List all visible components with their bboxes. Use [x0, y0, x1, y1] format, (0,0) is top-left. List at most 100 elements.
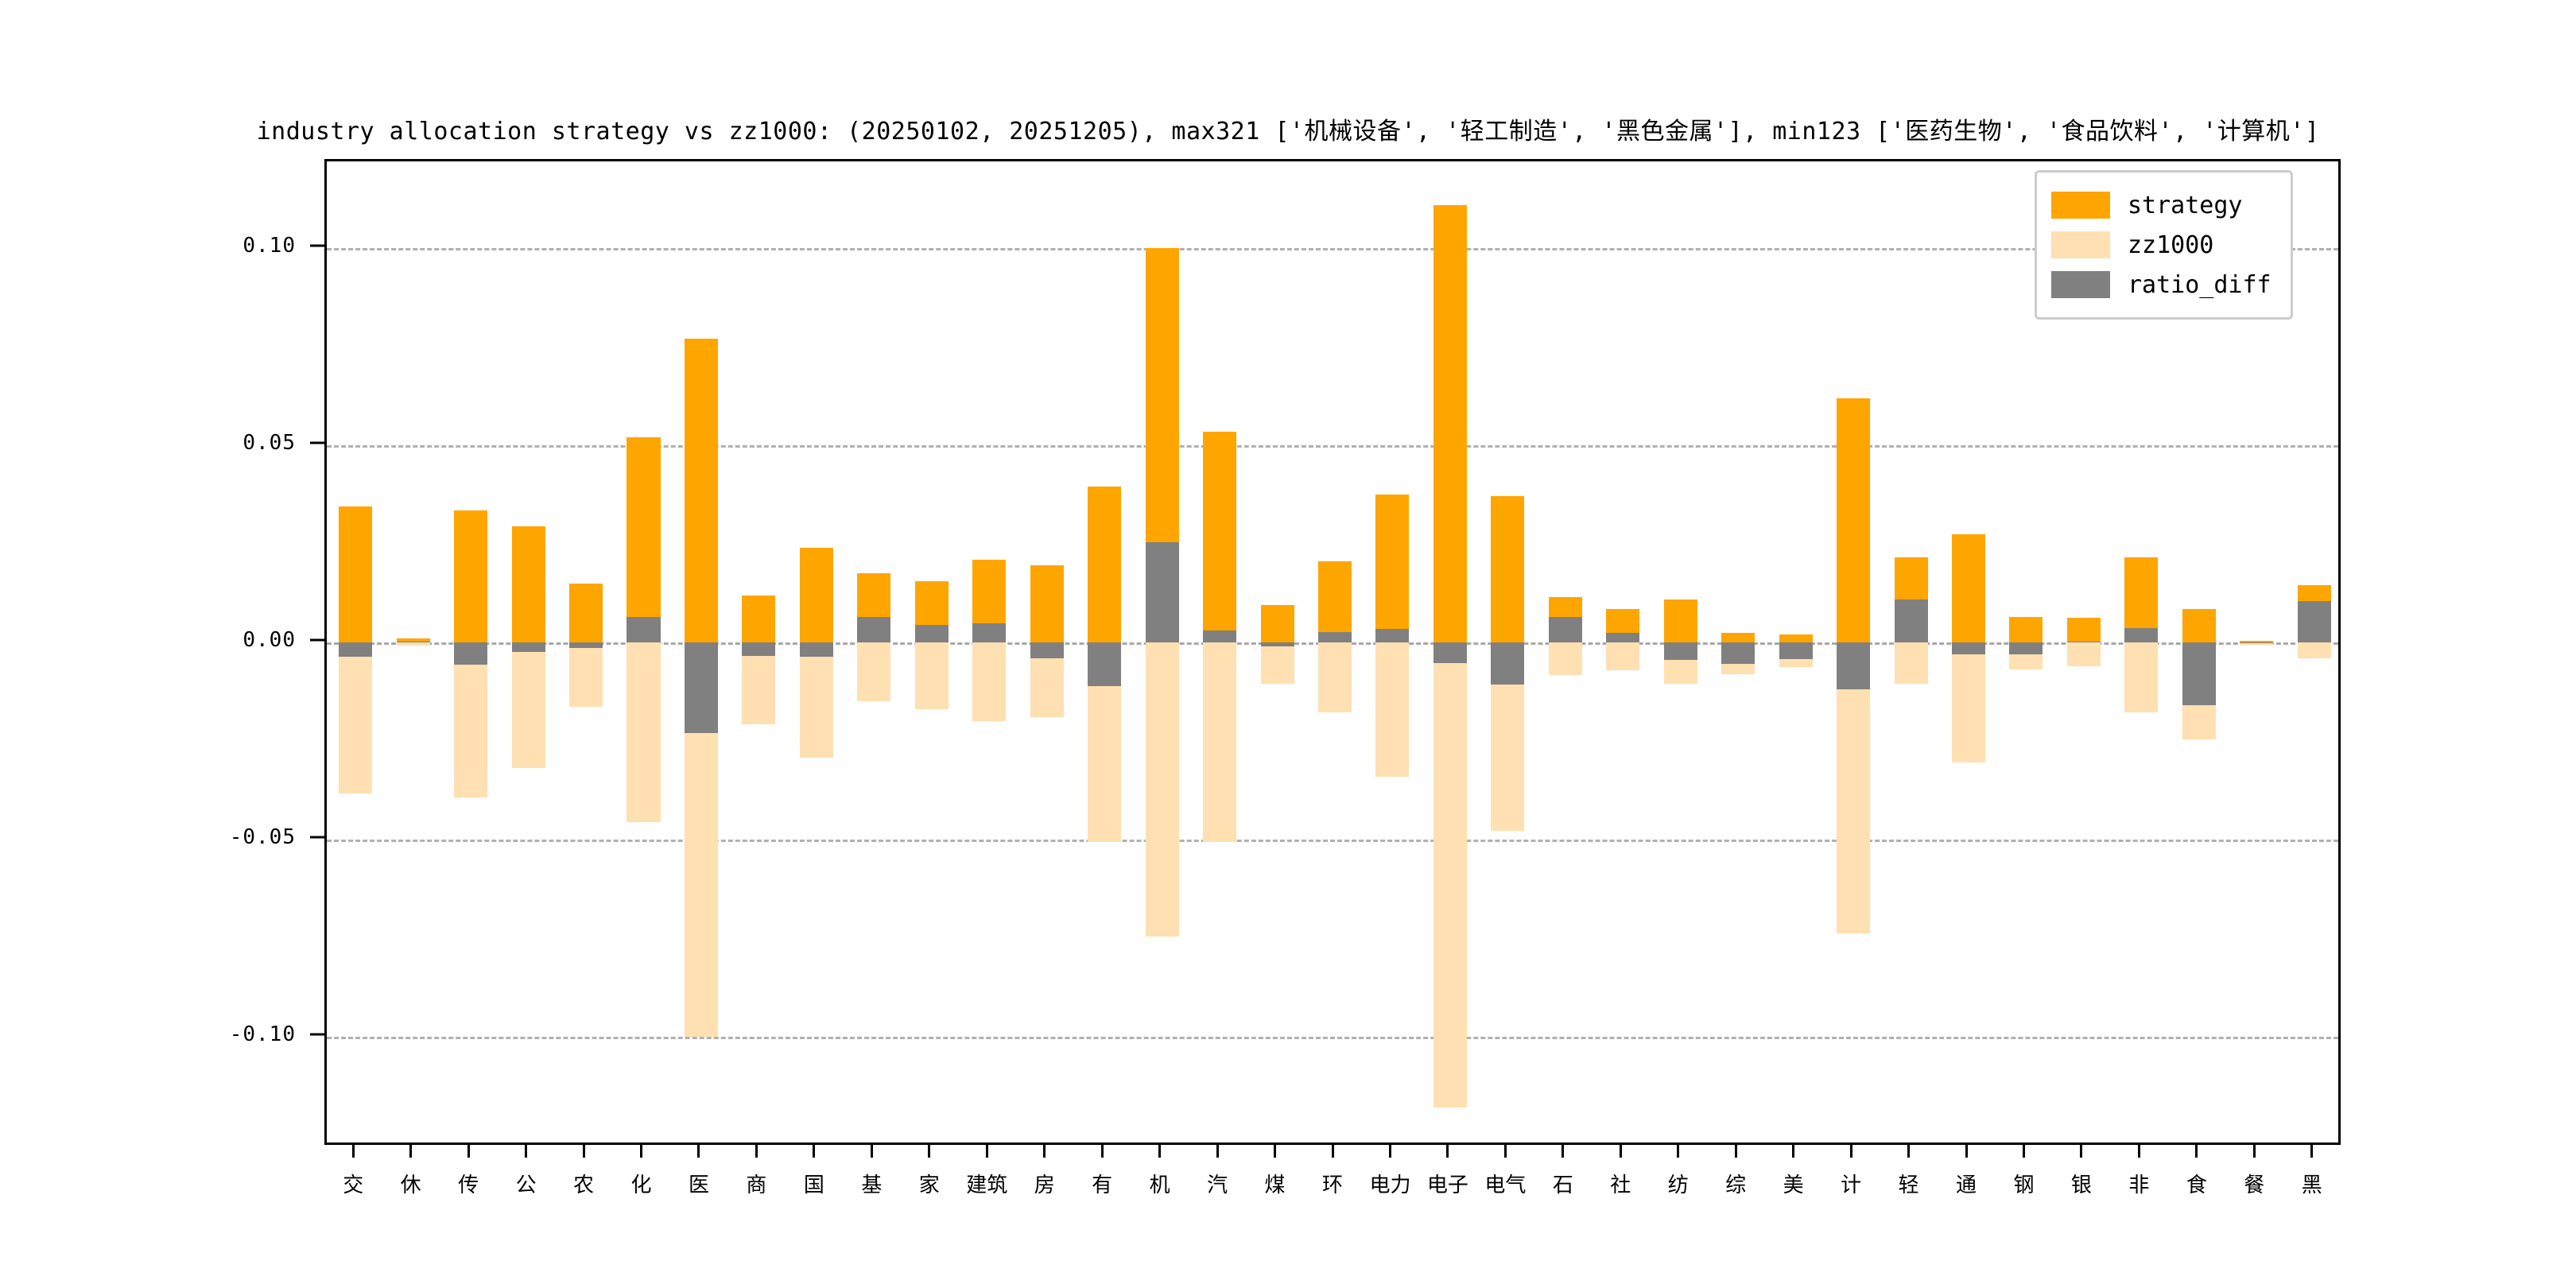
- bar-strategy[interactable]: [1030, 565, 1064, 643]
- bar-ratio-diff[interactable]: [569, 642, 603, 648]
- bar-zz1000[interactable]: [1375, 642, 1410, 777]
- legend-item[interactable]: ratio_diff: [2051, 265, 2271, 305]
- bar-ratio-diff[interactable]: [1548, 616, 1582, 643]
- legend-item[interactable]: zz1000: [2051, 225, 2271, 265]
- bar-zz1000[interactable]: [1203, 642, 1237, 842]
- bar-group[interactable]: [1479, 161, 1536, 1143]
- bar-zz1000[interactable]: [914, 642, 949, 710]
- chart-legend[interactable]: strategy zz1000 ratio_diff: [2035, 170, 2293, 320]
- bar-strategy[interactable]: [2066, 618, 2101, 643]
- bar-group[interactable]: [1882, 161, 1939, 1143]
- bar-strategy[interactable]: [1203, 431, 1237, 643]
- bar-zz1000[interactable]: [1317, 642, 1352, 713]
- bar-ratio-diff[interactable]: [1606, 632, 1640, 643]
- bar-group[interactable]: [673, 161, 730, 1143]
- bar-ratio-diff[interactable]: [1491, 642, 1525, 685]
- bar-strategy[interactable]: [1837, 398, 1871, 643]
- bar-zz1000[interactable]: [1952, 642, 1986, 763]
- bar-ratio-diff[interactable]: [1317, 631, 1352, 643]
- bar-strategy[interactable]: [1663, 599, 1697, 643]
- bar-ratio-diff[interactable]: [799, 642, 833, 658]
- bar-group[interactable]: [1422, 161, 1479, 1143]
- bar-strategy[interactable]: [1088, 487, 1122, 643]
- bar-zz1000[interactable]: [2297, 642, 2331, 658]
- bar-group[interactable]: [2055, 161, 2112, 1143]
- bar-group[interactable]: [2286, 161, 2343, 1143]
- bar-zz1000[interactable]: [1894, 642, 1928, 685]
- bar-group[interactable]: [788, 161, 845, 1143]
- bar-strategy[interactable]: [1721, 632, 1755, 643]
- bar-strategy[interactable]: [454, 510, 488, 643]
- bar-group[interactable]: [1018, 161, 1075, 1143]
- bar-group[interactable]: [2228, 161, 2285, 1143]
- bar-ratio-diff[interactable]: [511, 642, 545, 652]
- bar-group[interactable]: [960, 161, 1018, 1143]
- bar-zz1000[interactable]: [396, 642, 430, 646]
- bar-strategy[interactable]: [2009, 616, 2043, 643]
- bar-ratio-diff[interactable]: [2297, 601, 2331, 643]
- bar-group[interactable]: [845, 161, 902, 1143]
- bar-strategy[interactable]: [684, 339, 718, 643]
- bar-strategy[interactable]: [1317, 561, 1352, 643]
- bar-ratio-diff[interactable]: [1260, 642, 1294, 647]
- bar-group[interactable]: [1594, 161, 1651, 1143]
- bar-group[interactable]: [442, 161, 499, 1143]
- bar-group[interactable]: [1306, 161, 1364, 1143]
- bar-zz1000[interactable]: [1145, 642, 1179, 937]
- bar-ratio-diff[interactable]: [1088, 642, 1122, 686]
- bar-strategy[interactable]: [511, 526, 545, 643]
- bar-group[interactable]: [1248, 161, 1305, 1143]
- bar-group[interactable]: [1364, 161, 1421, 1143]
- bar-group[interactable]: [1076, 161, 1133, 1143]
- bar-strategy[interactable]: [396, 638, 430, 643]
- bar-group[interactable]: [2112, 161, 2170, 1143]
- bar-group[interactable]: [1191, 161, 1248, 1143]
- bar-strategy[interactable]: [2240, 640, 2274, 643]
- bar-group[interactable]: [1997, 161, 2054, 1143]
- bar-strategy[interactable]: [799, 548, 833, 643]
- bar-strategy[interactable]: [339, 506, 373, 643]
- bar-ratio-diff[interactable]: [2124, 627, 2159, 643]
- bar-group[interactable]: [615, 161, 672, 1143]
- bar-strategy[interactable]: [1952, 533, 1986, 643]
- bar-ratio-diff[interactable]: [1779, 642, 1813, 659]
- bar-group[interactable]: [1709, 161, 1767, 1143]
- bar-zz1000[interactable]: [511, 642, 545, 768]
- bar-ratio-diff[interactable]: [2182, 642, 2216, 706]
- bar-ratio-diff[interactable]: [914, 624, 949, 643]
- bar-strategy[interactable]: [1375, 495, 1410, 643]
- bar-strategy[interactable]: [1779, 634, 1813, 643]
- bar-group[interactable]: [384, 161, 441, 1143]
- bar-zz1000[interactable]: [972, 642, 1007, 722]
- bar-ratio-diff[interactable]: [1375, 628, 1410, 643]
- bar-strategy[interactable]: [569, 583, 603, 643]
- bar-zz1000[interactable]: [569, 642, 603, 707]
- bar-ratio-diff[interactable]: [1721, 642, 1755, 665]
- bar-group[interactable]: [499, 161, 557, 1143]
- bar-ratio-diff[interactable]: [1145, 541, 1179, 643]
- bar-ratio-diff[interactable]: [1663, 642, 1697, 661]
- bar-group[interactable]: [1652, 161, 1709, 1143]
- bar-group[interactable]: [1940, 161, 1997, 1143]
- bar-ratio-diff[interactable]: [627, 616, 661, 643]
- bar-zz1000[interactable]: [1433, 642, 1467, 1108]
- bar-group[interactable]: [557, 161, 615, 1143]
- bar-strategy[interactable]: [1433, 204, 1467, 643]
- bar-zz1000[interactable]: [2124, 642, 2159, 713]
- bar-ratio-diff[interactable]: [1030, 642, 1064, 658]
- bar-zz1000[interactable]: [1548, 642, 1582, 675]
- bar-group[interactable]: [1133, 161, 1190, 1143]
- bar-strategy[interactable]: [1491, 495, 1525, 643]
- bar-group[interactable]: [327, 161, 384, 1143]
- bar-zz1000[interactable]: [2240, 642, 2274, 645]
- bar-zz1000[interactable]: [2066, 642, 2101, 666]
- bar-zz1000[interactable]: [1837, 642, 1871, 934]
- bar-zz1000[interactable]: [454, 642, 488, 797]
- bar-ratio-diff[interactable]: [1952, 642, 1986, 654]
- bar-group[interactable]: [2171, 161, 2228, 1143]
- bar-ratio-diff[interactable]: [2009, 642, 2043, 654]
- bar-zz1000[interactable]: [339, 642, 373, 793]
- bar-group[interactable]: [730, 161, 787, 1143]
- legend-item[interactable]: strategy: [2051, 185, 2271, 225]
- bar-zz1000[interactable]: [1260, 642, 1294, 685]
